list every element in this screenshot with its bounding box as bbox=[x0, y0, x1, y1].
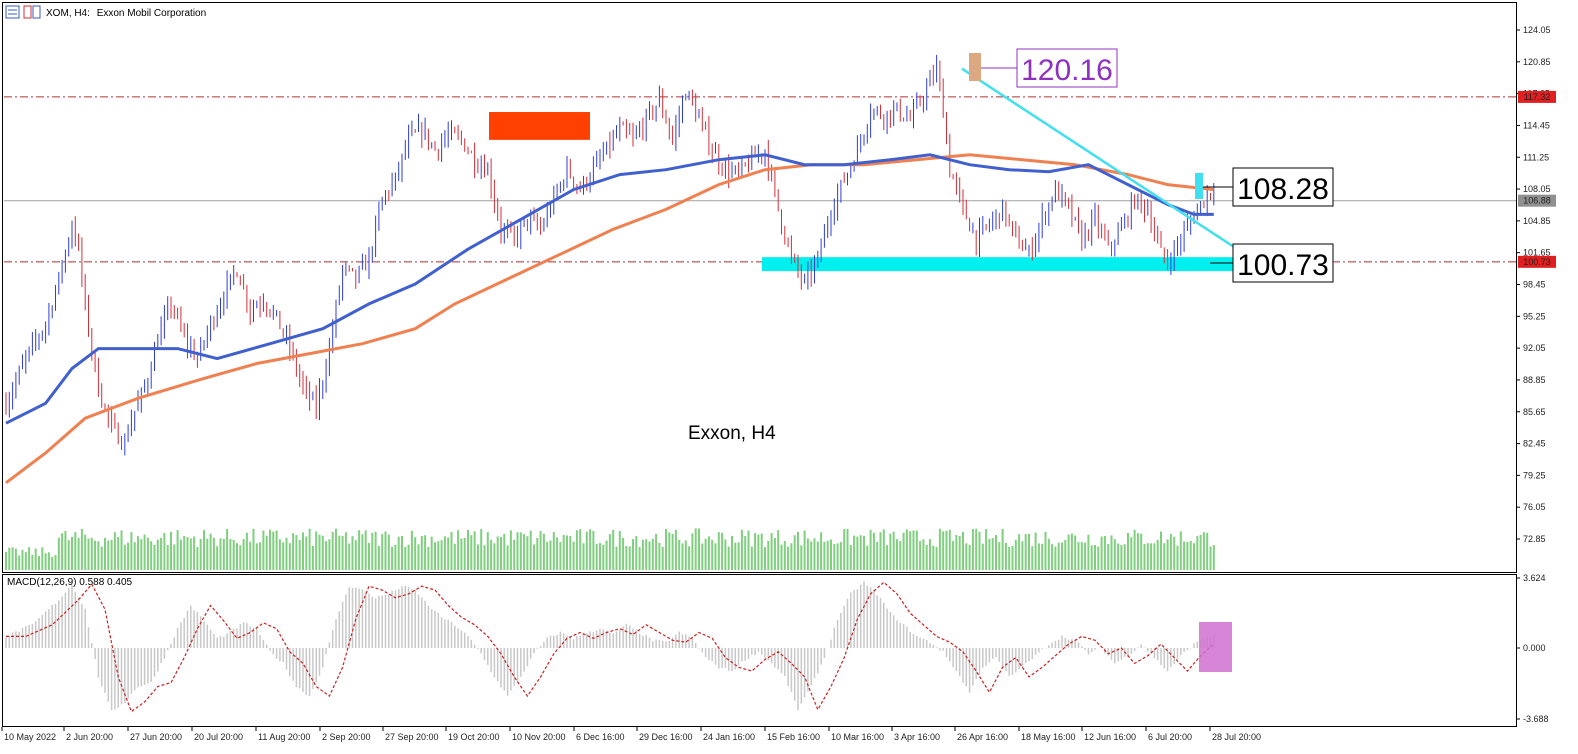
price-tick-label: 85.65 bbox=[1523, 407, 1546, 417]
macd-pane-frame bbox=[2, 574, 1517, 727]
current-price-tag: 106.88 bbox=[1523, 196, 1551, 206]
time-tick-label: 15 Feb 16:00 bbox=[767, 732, 820, 742]
time-tick-label: 10 May 2022 bbox=[4, 732, 56, 742]
chart-title: Exxon, H4 bbox=[688, 423, 776, 444]
macd-title: MACD(12,26,9) 0.588 0.405 bbox=[7, 577, 133, 588]
price-tick-label: 124.05 bbox=[1523, 25, 1551, 35]
downtrend-line bbox=[961, 67, 1246, 256]
time-tick-label: 6 Dec 16:00 bbox=[576, 732, 625, 742]
support-label-box bbox=[1232, 243, 1334, 283]
company-label: Exxon Mobil Corporation bbox=[97, 8, 207, 19]
price-tick-label: 92.05 bbox=[1523, 343, 1546, 353]
macd-tick-label: 0.000 bbox=[1523, 643, 1546, 653]
time-axis[interactable]: 10 May 2022 2 Jun 20:00 27 Jun 20:00 20 Jul… bbox=[1, 727, 1261, 742]
time-tick-label: 18 May 16:00 bbox=[1021, 732, 1076, 742]
peak-marker bbox=[969, 53, 981, 81]
symbol-label: XOM, H4: bbox=[46, 8, 90, 19]
support-zone bbox=[762, 257, 1240, 272]
time-tick-label: 24 Jan 16:00 bbox=[703, 732, 755, 742]
price-tick-label: 72.85 bbox=[1523, 534, 1546, 544]
resistance-price-tag: 117.32 bbox=[1524, 92, 1551, 102]
resistance-zone bbox=[489, 112, 590, 140]
peak-label-box bbox=[1016, 48, 1118, 88]
time-tick-label: 2 Jun 20:00 bbox=[66, 732, 113, 742]
time-tick-label: 12 Jun 16:00 bbox=[1084, 732, 1136, 742]
support-label: 100.73 bbox=[1237, 249, 1329, 282]
time-tick-label: 20 Jul 20:00 bbox=[194, 732, 243, 742]
price-tick-label: 101.65 bbox=[1523, 248, 1551, 258]
current-label-box bbox=[1232, 167, 1334, 207]
current-marker bbox=[1195, 173, 1203, 199]
time-tick-label: 10 Nov 20:00 bbox=[512, 732, 566, 742]
macd-axis[interactable]: 3.624 0.000 -3.688 bbox=[1516, 573, 1549, 724]
macd-tick-label: 3.624 bbox=[1523, 573, 1546, 583]
price-tick-label: 82.45 bbox=[1523, 439, 1546, 449]
chart-menu-icon[interactable] bbox=[5, 5, 20, 19]
price-tick-label: 104.85 bbox=[1523, 216, 1551, 226]
macd-highlight-box bbox=[1199, 622, 1232, 672]
time-tick-label: 29 Dec 16:00 bbox=[639, 732, 693, 742]
svg-text:XOM, H4: Exxon Mobil Cor: XOM, H4: Exxon Mobil Corporation bbox=[46, 8, 206, 19]
time-tick-label: 26 Apr 16:00 bbox=[957, 732, 1008, 742]
ma-slow-line bbox=[5, 153, 1214, 484]
support-price-tag: 100.73 bbox=[1523, 257, 1551, 267]
symbol-icon[interactable] bbox=[23, 5, 41, 19]
main-pane-frame bbox=[2, 2, 1517, 573]
price-tags: 117.32 106.88 100.73 bbox=[1518, 90, 1556, 268]
time-tick-label: 27 Jun 20:00 bbox=[130, 732, 182, 742]
macd-signal-line bbox=[6, 581, 1215, 713]
price-tick-label: 95.25 bbox=[1523, 311, 1546, 321]
time-tick-label: 10 Mar 16:00 bbox=[831, 732, 884, 742]
time-tick-label: 2 Sep 20:00 bbox=[322, 732, 371, 742]
price-tick-label: 79.25 bbox=[1523, 470, 1546, 480]
price-tick-label: 120.85 bbox=[1523, 57, 1551, 67]
ma-fast-line bbox=[5, 153, 1214, 425]
macd-tick-label: -3.688 bbox=[1523, 714, 1549, 724]
time-tick-label: 6 Jul 20:00 bbox=[1148, 732, 1192, 742]
current-label: 108.28 bbox=[1237, 173, 1329, 206]
price-tick-label: 76.05 bbox=[1523, 502, 1546, 512]
annotations: 120.16 108.28 100.73 bbox=[969, 48, 1334, 283]
price-tick-label: 88.85 bbox=[1523, 375, 1546, 385]
zones bbox=[489, 112, 1240, 272]
price-tick-label: 98.45 bbox=[1523, 280, 1546, 290]
chart-header: XOM, H4: Exxon Mobil Corporation bbox=[5, 5, 206, 19]
time-tick-label: 28 Jul 20:00 bbox=[1212, 732, 1261, 742]
price-tick-label: 108.05 bbox=[1523, 184, 1551, 194]
peak-label: 120.16 bbox=[1021, 54, 1113, 87]
time-tick-label: 19 Oct 20:00 bbox=[448, 732, 500, 742]
time-tick-label: 27 Sep 20:00 bbox=[385, 732, 439, 742]
price-tick-label: 111.25 bbox=[1523, 152, 1549, 162]
price-tick-label: 114.45 bbox=[1523, 120, 1550, 130]
volume-bars bbox=[5, 528, 1215, 570]
time-tick-label: 11 Aug 20:00 bbox=[258, 732, 310, 742]
time-tick-label: 3 Apr 16:00 bbox=[894, 732, 940, 742]
